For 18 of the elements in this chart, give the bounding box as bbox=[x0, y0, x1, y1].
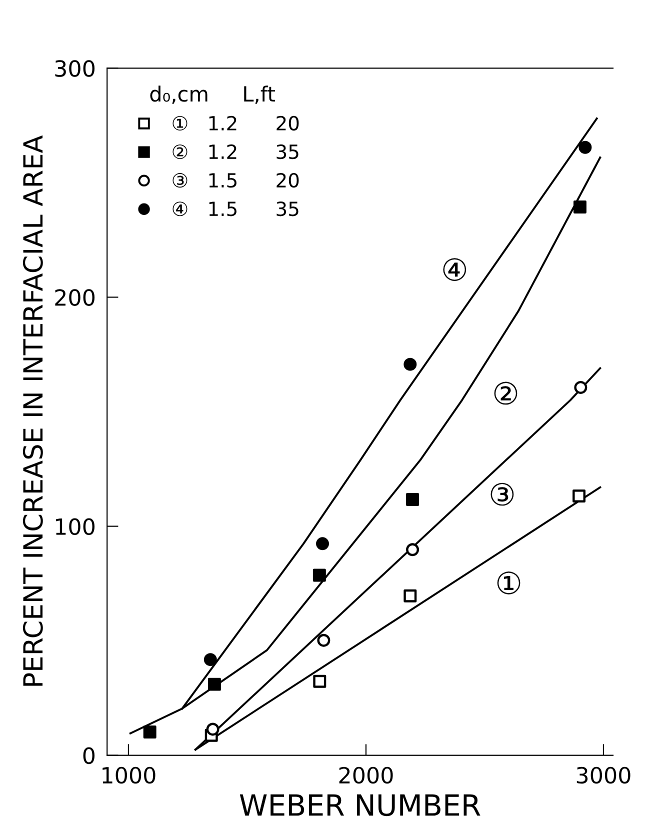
y-tick-label: 200 bbox=[55, 289, 95, 306]
x-tick-label: 1000 bbox=[102, 766, 156, 784]
annotation: ① bbox=[497, 571, 520, 594]
x-tick-label: 2000 bbox=[339, 766, 393, 784]
legend-label: ③ 1.5 20 bbox=[172, 172, 299, 188]
legend-label: ② 1.2 35 bbox=[172, 144, 298, 160]
legend-label: ④ 1.5 35 bbox=[172, 201, 298, 216]
x-axis-title: WEBER NUMBER bbox=[240, 794, 480, 816]
y-tick-label: 100 bbox=[56, 518, 95, 536]
y-axis-title: PERCENT INCREASE IN INTERFACIAL AREA bbox=[22, 135, 43, 686]
x-tick-label: 3000 bbox=[576, 766, 630, 784]
annotation: ④ bbox=[443, 258, 466, 281]
annotation: ③ bbox=[490, 482, 514, 506]
legend-label: ① 1.2 20 bbox=[172, 116, 299, 131]
legend-title: d₀,cm L,ft bbox=[150, 86, 275, 104]
y-tick-label: 0 bbox=[83, 747, 95, 764]
y-tick-label: 300 bbox=[55, 60, 95, 77]
annotation: ② bbox=[494, 382, 518, 405]
